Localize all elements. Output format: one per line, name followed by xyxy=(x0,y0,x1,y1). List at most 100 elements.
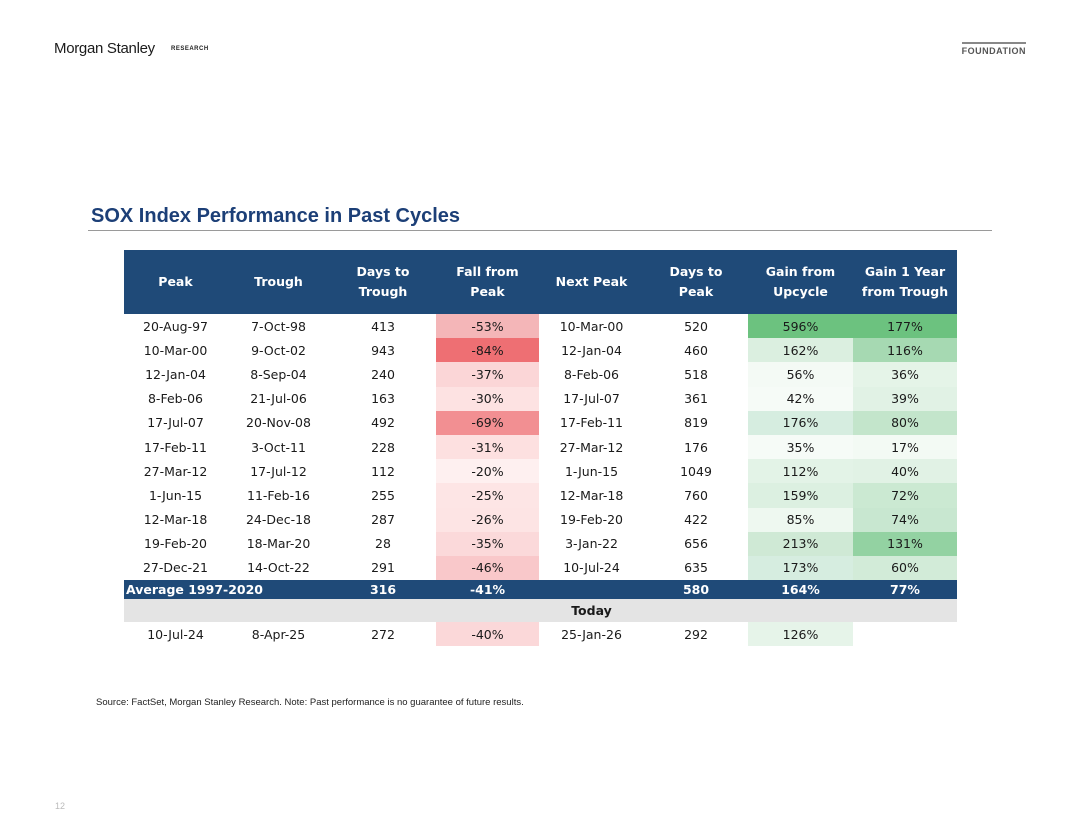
foundation-label: FOUNDATION xyxy=(961,42,1026,56)
table-cell: -53% xyxy=(436,314,539,339)
table-cell: 24-Dec-18 xyxy=(245,512,312,528)
table-cell: 12-Jan-04 xyxy=(145,366,206,382)
table-cell: 20-Aug-97 xyxy=(143,318,208,334)
table-cell: 518 xyxy=(684,366,708,382)
average-cell: 77% xyxy=(853,580,957,600)
table-cell: 213% xyxy=(748,531,853,556)
table-cell: -26% xyxy=(436,507,539,532)
table-cell: 28 xyxy=(375,536,391,552)
average-cell: 164% xyxy=(748,580,853,600)
table-cell: 8-Feb-06 xyxy=(147,391,203,407)
table-cell: 17-Jul-07 xyxy=(563,391,620,407)
table-cell: 255 xyxy=(371,487,395,503)
table-cell: 60% xyxy=(853,555,957,581)
table-cell: 126% xyxy=(748,622,853,647)
table-cell: 42% xyxy=(748,386,853,411)
table-cell: 492 xyxy=(371,415,395,431)
table-cell: 173% xyxy=(748,555,853,581)
today-label-cell xyxy=(227,599,330,623)
column-header: Gain from Upcycle xyxy=(748,250,853,314)
average-cell: 580 xyxy=(644,580,748,600)
sox-performance-table: Peak Trough Days to Trough Fall from Peak Ne… xyxy=(124,250,957,647)
table-cell: 1-Jun-15 xyxy=(148,487,203,503)
today-label-cell xyxy=(748,599,853,623)
today-label-row: Today xyxy=(124,599,957,623)
table-row: 20-Aug-97 7-Oct-98 413 -53% 10-Mar-00 520 596%… xyxy=(124,314,957,339)
table-cell: 176 xyxy=(684,439,708,455)
table-cell: 12-Mar-18 xyxy=(559,487,624,503)
table-cell: 228 xyxy=(371,439,395,455)
table-cell: 10-Mar-00 xyxy=(559,318,624,334)
today-label-cell xyxy=(853,599,957,623)
morgan-stanley-logo: Morgan Stanley xyxy=(54,40,155,57)
average-cell xyxy=(539,580,644,600)
page-number: 12 xyxy=(55,801,66,811)
table-cell: 159% xyxy=(748,483,853,508)
table-cell: 177% xyxy=(853,314,957,339)
table-cell: 9-Oct-02 xyxy=(251,342,306,358)
table-cell: 291 xyxy=(371,560,395,576)
table-cell: 656 xyxy=(684,536,708,552)
column-header: Peak xyxy=(124,250,227,314)
table-cell: 11-Feb-16 xyxy=(247,487,310,503)
table-cell: 760 xyxy=(684,487,708,503)
column-header: Days to Trough xyxy=(330,250,436,314)
table-cell: 635 xyxy=(684,560,708,576)
table-cell: 131% xyxy=(853,531,957,556)
table-row: 27-Dec-21 14-Oct-22 291 -46% 10-Jul-24 635 173… xyxy=(124,555,957,581)
table-cell: 116% xyxy=(853,338,957,363)
column-header: Days to Peak xyxy=(644,250,748,314)
table-cell: 20-Nov-08 xyxy=(246,415,311,431)
today-label-cell xyxy=(436,599,539,623)
table-cell: 3-Jan-22 xyxy=(565,536,618,552)
table-cell: 460 xyxy=(684,342,708,358)
page-title: SOX Index Performance in Past Cycles xyxy=(91,205,461,227)
table-cell: -30% xyxy=(436,386,539,411)
research-label: RESEARCH xyxy=(171,46,209,52)
column-header: Next Peak xyxy=(539,250,644,314)
table-cell: 35% xyxy=(748,434,853,460)
source-note: Source: FactSet, Morgan Stanley Research… xyxy=(96,697,524,708)
table-cell: 19-Feb-20 xyxy=(560,512,623,528)
table-cell: 176% xyxy=(748,410,853,435)
average-cell: 316 xyxy=(330,580,436,600)
average-row: Average 1997-2020 316 -41% 580 164% 77% xyxy=(124,580,957,600)
table-row: 8-Feb-06 21-Jul-06 163 -30% 17-Jul-07 361 42% 3… xyxy=(124,386,957,411)
table-cell: 819 xyxy=(684,415,708,431)
table-row: 10-Mar-00 9-Oct-02 943 -84% 12-Jan-04 460 162%… xyxy=(124,338,957,363)
table-cell: 112% xyxy=(748,459,853,484)
table-cell: 8-Apr-25 xyxy=(251,626,306,642)
table-cell: 413 xyxy=(371,318,395,334)
table-cell: -40% xyxy=(436,622,539,647)
table-cell: -69% xyxy=(436,410,539,435)
table-cell: 17-Jul-07 xyxy=(147,415,204,431)
title-divider xyxy=(88,230,992,231)
table-cell: 39% xyxy=(853,386,957,411)
today-label-cell xyxy=(330,599,436,623)
table-cell: 74% xyxy=(853,507,957,532)
average-cell: Average 1997-2020 xyxy=(124,580,330,600)
table-cell: 25-Jan-26 xyxy=(561,626,622,642)
table-row: 17-Feb-11 3-Oct-11 228 -31% 27-Mar-12 176 35% 1… xyxy=(124,434,957,460)
table-row: 19-Feb-20 18-Mar-20 28 -35% 3-Jan-22 656 213% 1… xyxy=(124,531,957,556)
table-cell: 162% xyxy=(748,338,853,363)
today-label-cell xyxy=(124,599,227,623)
table-cell: 17-Feb-11 xyxy=(144,439,207,455)
table-row: 12-Jan-04 8-Sep-04 240 -37% 8-Feb-06 518 56% 36… xyxy=(124,362,957,387)
column-header: Fall from Peak xyxy=(436,250,539,314)
table-cell: 7-Oct-98 xyxy=(251,318,306,334)
table-row: 12-Mar-18 24-Dec-18 287 -26% 19-Feb-20 422 85%… xyxy=(124,507,957,532)
table-cell: 10-Jul-24 xyxy=(563,560,620,576)
table-cell: 292 xyxy=(684,626,708,642)
table-cell: 19-Feb-20 xyxy=(144,536,207,552)
table-cell: 27-Dec-21 xyxy=(142,560,209,576)
table-cell: 85% xyxy=(748,507,853,532)
table-cell: 12-Mar-18 xyxy=(143,512,208,528)
today-label: Today xyxy=(539,599,644,623)
table-cell xyxy=(853,622,957,646)
table-cell: 17-Feb-11 xyxy=(560,415,623,431)
average-cell: -41% xyxy=(436,580,539,600)
table-cell: 520 xyxy=(684,318,708,334)
table-cell: 163 xyxy=(371,391,395,407)
table-cell: 27-Mar-12 xyxy=(143,463,208,479)
